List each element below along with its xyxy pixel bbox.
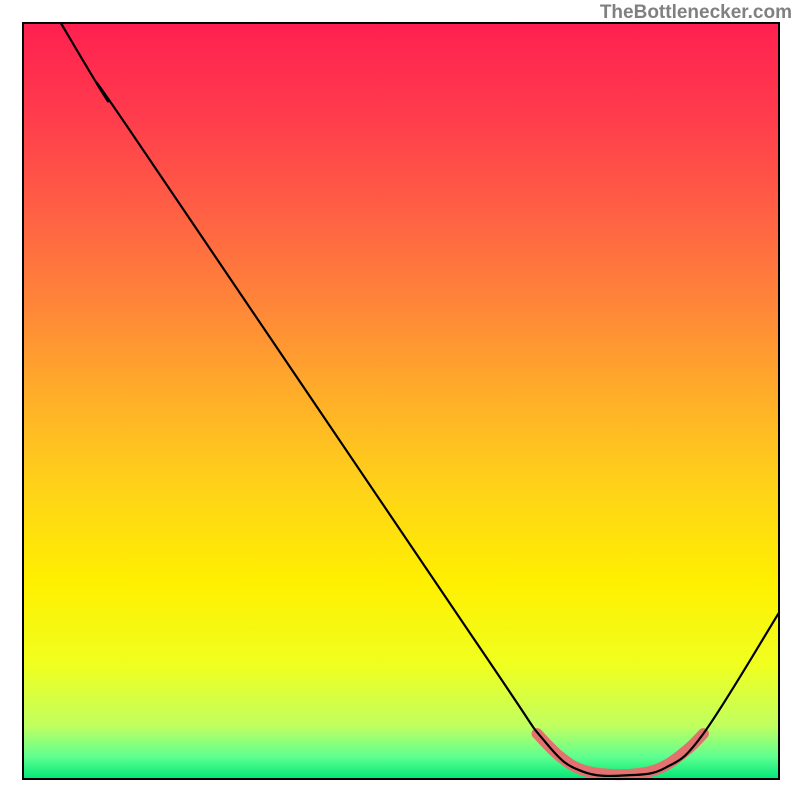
bottleneck-chart: TheBottlenecker.com xyxy=(0,0,800,800)
watermark-text: TheBottlenecker.com xyxy=(600,2,792,24)
chart-svg xyxy=(0,0,800,800)
